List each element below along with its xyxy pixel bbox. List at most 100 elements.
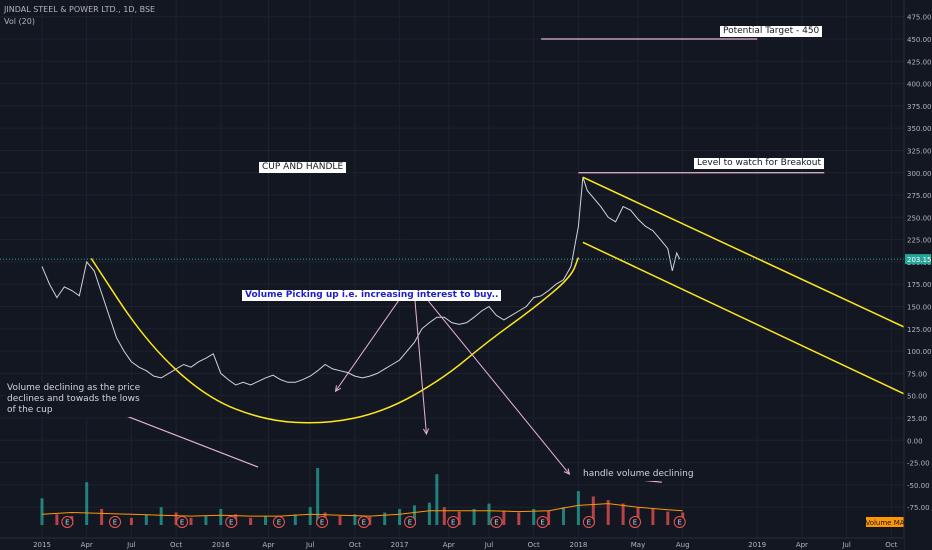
time-tick-label: 2019 <box>748 541 766 549</box>
volume-bar <box>398 508 402 525</box>
volume-bar <box>129 517 133 525</box>
earnings-marker-label: E <box>540 519 544 527</box>
volume-indicator-label[interactable]: Vol (20) <box>4 17 35 26</box>
time-tick-label: May <box>631 541 645 549</box>
earnings-marker-label: E <box>320 519 324 527</box>
volume-bar <box>427 502 431 525</box>
time-tick-label: Apr <box>796 541 808 549</box>
cup-curve <box>90 257 580 424</box>
volume-ma: Volume MA <box>41 503 905 527</box>
price-tick-label: 250.00 <box>907 214 932 222</box>
time-tick-label: Jul <box>126 541 136 549</box>
volume-bar <box>189 517 193 525</box>
handle-volume-label: handle volume declining <box>581 468 696 481</box>
earnings-marker <box>316 516 329 528</box>
time-tick-label: Oct <box>170 541 182 549</box>
volume-decline-trend-line <box>105 407 259 468</box>
earnings-marker <box>225 516 238 528</box>
time-tick-label: Aug <box>676 541 690 549</box>
volume-bar <box>204 516 208 525</box>
earnings-marker <box>673 516 686 528</box>
volume-bar <box>219 508 223 525</box>
volume-bar <box>316 467 320 525</box>
volume-bar <box>666 511 670 525</box>
volume-ma-badge-text: Volume MA <box>865 519 904 527</box>
price-tick-label: -25.00 <box>907 460 930 468</box>
time-tick-label: 2015 <box>33 541 51 549</box>
price-tick-label: 0.00 <box>907 437 923 445</box>
volume-bar <box>606 500 610 525</box>
volume-bar <box>517 512 521 525</box>
volume-bar <box>353 514 357 525</box>
volume-bar <box>264 516 267 525</box>
price-tick-label: 100.00 <box>907 348 932 356</box>
price-tick-label: -50.00 <box>907 482 930 490</box>
volume-bar <box>621 503 625 525</box>
price-tick-label: 325.00 <box>907 147 932 155</box>
price-tick-label: 425.00 <box>907 58 932 66</box>
earnings-marker <box>272 516 285 528</box>
earnings-marker-label: E <box>408 519 412 527</box>
volume-declining-label: Volume declining as the price declines a… <box>5 382 144 417</box>
earnings-marker-label: E <box>678 519 682 527</box>
price-tick-label: 400.00 <box>907 81 932 89</box>
volume-bar <box>532 508 536 525</box>
volume-bar <box>293 514 297 525</box>
handle-channel-lower <box>582 241 914 400</box>
price-tick-label: 475.00 <box>907 14 932 22</box>
pointer-arrow <box>335 294 403 392</box>
volume-bar <box>435 474 439 525</box>
earnings-marker-label: E <box>633 519 637 527</box>
earnings-marker <box>176 516 189 528</box>
volume-bar <box>368 516 372 525</box>
price-axis-background <box>904 0 932 550</box>
volume-bar <box>413 505 416 525</box>
price-axis[interactable]: 475.00 450.00 425.00 400.00 375.00 350.00 325.… <box>903 0 932 550</box>
pointer-arrow <box>414 294 427 435</box>
time-tick-label: Apr <box>81 541 93 549</box>
time-tick-label: 2017 <box>391 541 409 549</box>
symbol-title[interactable]: JINDAL STEEL & POWER LTD., 1D, BSE <box>4 5 156 14</box>
price-tick-label: 375.00 <box>907 103 932 111</box>
price-tick-label: 225.00 <box>907 237 932 245</box>
earnings-marker-label: E <box>65 519 69 527</box>
price-line <box>41 177 681 386</box>
time-tick-label: Jul <box>841 541 851 549</box>
price-tick-label: 75.00 <box>907 370 927 378</box>
earnings-marker-label: E <box>494 519 498 527</box>
earnings-marker-label: E <box>587 519 591 527</box>
grid-lines <box>0 0 904 538</box>
time-tick-label: Oct <box>885 541 897 549</box>
pointer-arrow-head <box>563 468 571 476</box>
time-tick-label: 2016 <box>212 541 230 549</box>
time-tick-label: Jul <box>484 541 494 549</box>
volume-ma-badge <box>866 517 904 527</box>
volume-bar <box>487 503 491 525</box>
earnings-marker-label: E <box>451 519 455 527</box>
price-tick-label: 450.00 <box>907 36 932 44</box>
volume-picking-up-label: Volume Picking up i.e. increasing intere… <box>242 290 502 301</box>
volume-bar <box>159 507 163 525</box>
volume-bar <box>100 508 104 525</box>
earnings-marker <box>109 516 122 528</box>
last-price-badge <box>905 254 931 265</box>
earnings-marker <box>404 516 417 528</box>
volume-bar <box>308 507 312 525</box>
pointer-arrow <box>423 294 570 475</box>
time-axis[interactable]: 2015 Apr Jul Oct 2016 Apr Jul Oct 2017 Apr Jul Oct 2… <box>0 537 904 550</box>
earnings-marker <box>490 516 503 528</box>
earnings-marker <box>536 516 549 528</box>
earnings-marker-label: E <box>229 519 233 527</box>
time-tick-label: Apr <box>262 541 274 549</box>
volume-bar <box>576 491 580 525</box>
price-tick-label: 300.00 <box>907 170 932 178</box>
cup-and-handle-label: CUP AND HANDLE <box>259 162 347 173</box>
handle-channel-upper <box>582 176 914 333</box>
time-tick-label: Jul <box>305 541 315 549</box>
price-tick-label: 175.00 <box>907 281 932 289</box>
time-tick-label: 2018 <box>569 541 587 549</box>
time-tick-label: Apr <box>443 541 455 549</box>
pointer-arrow-head <box>422 428 430 436</box>
